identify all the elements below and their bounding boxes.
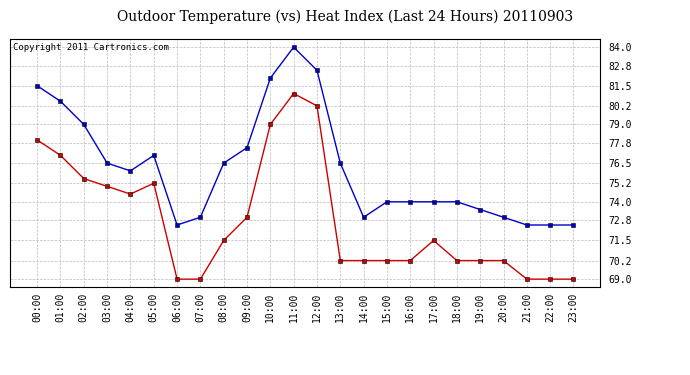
Text: Copyright 2011 Cartronics.com: Copyright 2011 Cartronics.com [13, 43, 169, 52]
Text: Outdoor Temperature (vs) Heat Index (Last 24 Hours) 20110903: Outdoor Temperature (vs) Heat Index (Las… [117, 9, 573, 24]
